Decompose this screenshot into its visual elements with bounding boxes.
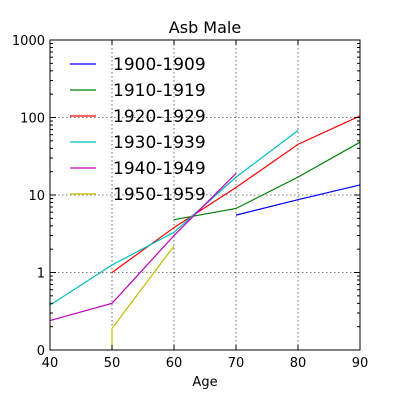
legend: 1900-1909 1910-1919 1920-1929 1930-1939 1940…	[70, 55, 206, 205]
x-tick-label: 90	[352, 356, 369, 371]
legend-label: 1940-1949	[113, 159, 206, 179]
x-tick-label: 70	[228, 356, 245, 371]
x-axis-label: Age	[192, 375, 217, 390]
legend-label: 1910-1919	[113, 81, 206, 101]
y-tick-label: 10	[28, 189, 45, 204]
y-tick-label: 1	[37, 267, 45, 282]
y-tick-label: 0	[37, 344, 45, 359]
legend-label: 1950-1959	[113, 185, 206, 205]
legend-label: 1920-1929	[113, 107, 206, 127]
series-line-1950-1959	[112, 246, 174, 350]
legend-label: 1900-1909	[113, 55, 206, 75]
legend-label: 1930-1939	[113, 133, 206, 153]
chart-title: Asb Male	[169, 18, 241, 37]
x-tick-label: 60	[166, 356, 183, 371]
x-tick-label: 80	[290, 356, 307, 371]
y-tick-label: 1000	[12, 34, 45, 49]
y-tick-label: 100	[20, 112, 45, 127]
x-tick-label: 50	[104, 356, 121, 371]
